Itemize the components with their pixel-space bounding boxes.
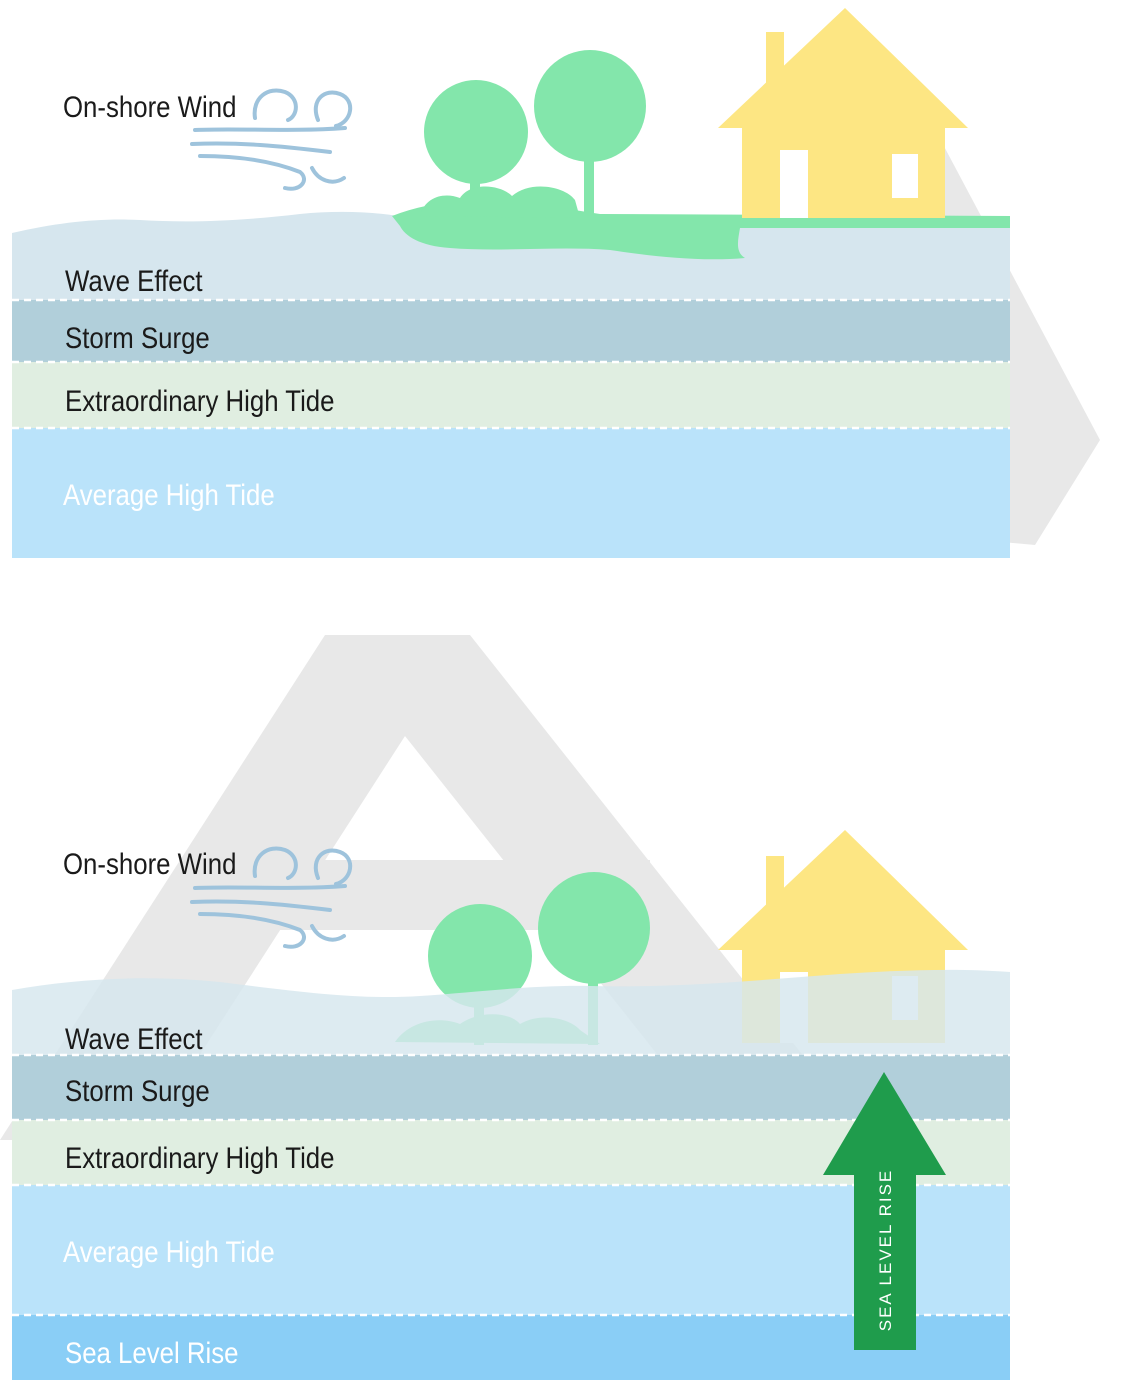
house-door [780, 150, 808, 218]
shrubs [420, 186, 580, 218]
extraordinary-high-tide-label: Extraordinary High Tide [65, 384, 335, 417]
sea-level-rise-band [12, 1315, 1010, 1380]
average-high-tide-band [12, 428, 1010, 558]
bottom-panel: SEA LEVEL RISE On-shore Wind Wave Effect… [12, 830, 1010, 1380]
vegetation [392, 50, 1010, 260]
extraordinary-high-tide-label: Extraordinary High Tide [65, 1141, 335, 1174]
house-roof [718, 830, 968, 950]
average-high-tide-label: Average High Tide [63, 1235, 275, 1268]
wave-effect-label: Wave Effect [65, 1022, 203, 1055]
wave-effect-band [12, 969, 1010, 1055]
tree-canopy-left [424, 80, 528, 184]
extraordinary-high-tide-band [12, 362, 1010, 428]
tree-trunk-right [584, 140, 594, 218]
storm-surge-band [12, 1055, 1010, 1120]
sea-level-rise-arrow: SEA LEVEL RISE [823, 1072, 946, 1350]
storm-surge-band [12, 300, 1010, 362]
arrow-label: SEA LEVEL RISE [876, 1169, 895, 1332]
average-high-tide-label: Average High Tide [63, 478, 275, 511]
house [718, 8, 968, 218]
tree-canopy-right [534, 50, 646, 162]
wave-effect-band [12, 211, 1010, 300]
house-chimney [766, 32, 784, 92]
tree-canopy-left [428, 904, 532, 1008]
wave-effect-label: Wave Effect [65, 264, 203, 297]
house-chimney [766, 856, 784, 916]
house-window [892, 154, 918, 198]
arrow-shape [823, 1072, 946, 1350]
sea-level-rise-label: Sea Level Rise [65, 1336, 238, 1369]
wind-label: On-shore Wind [63, 847, 236, 880]
storm-surge-label: Storm Surge [65, 1074, 210, 1107]
tree-canopy-right [538, 872, 650, 984]
wind-icon [190, 88, 352, 191]
top-panel: On-shore Wind Wave Effect Storm Surge Ex… [12, 8, 1010, 558]
wind-icon [190, 846, 352, 949]
average-high-tide-band [12, 1185, 1010, 1315]
house-roof [718, 8, 968, 128]
storm-surge-label: Storm Surge [65, 321, 210, 354]
wind-label: On-shore Wind [63, 90, 236, 123]
